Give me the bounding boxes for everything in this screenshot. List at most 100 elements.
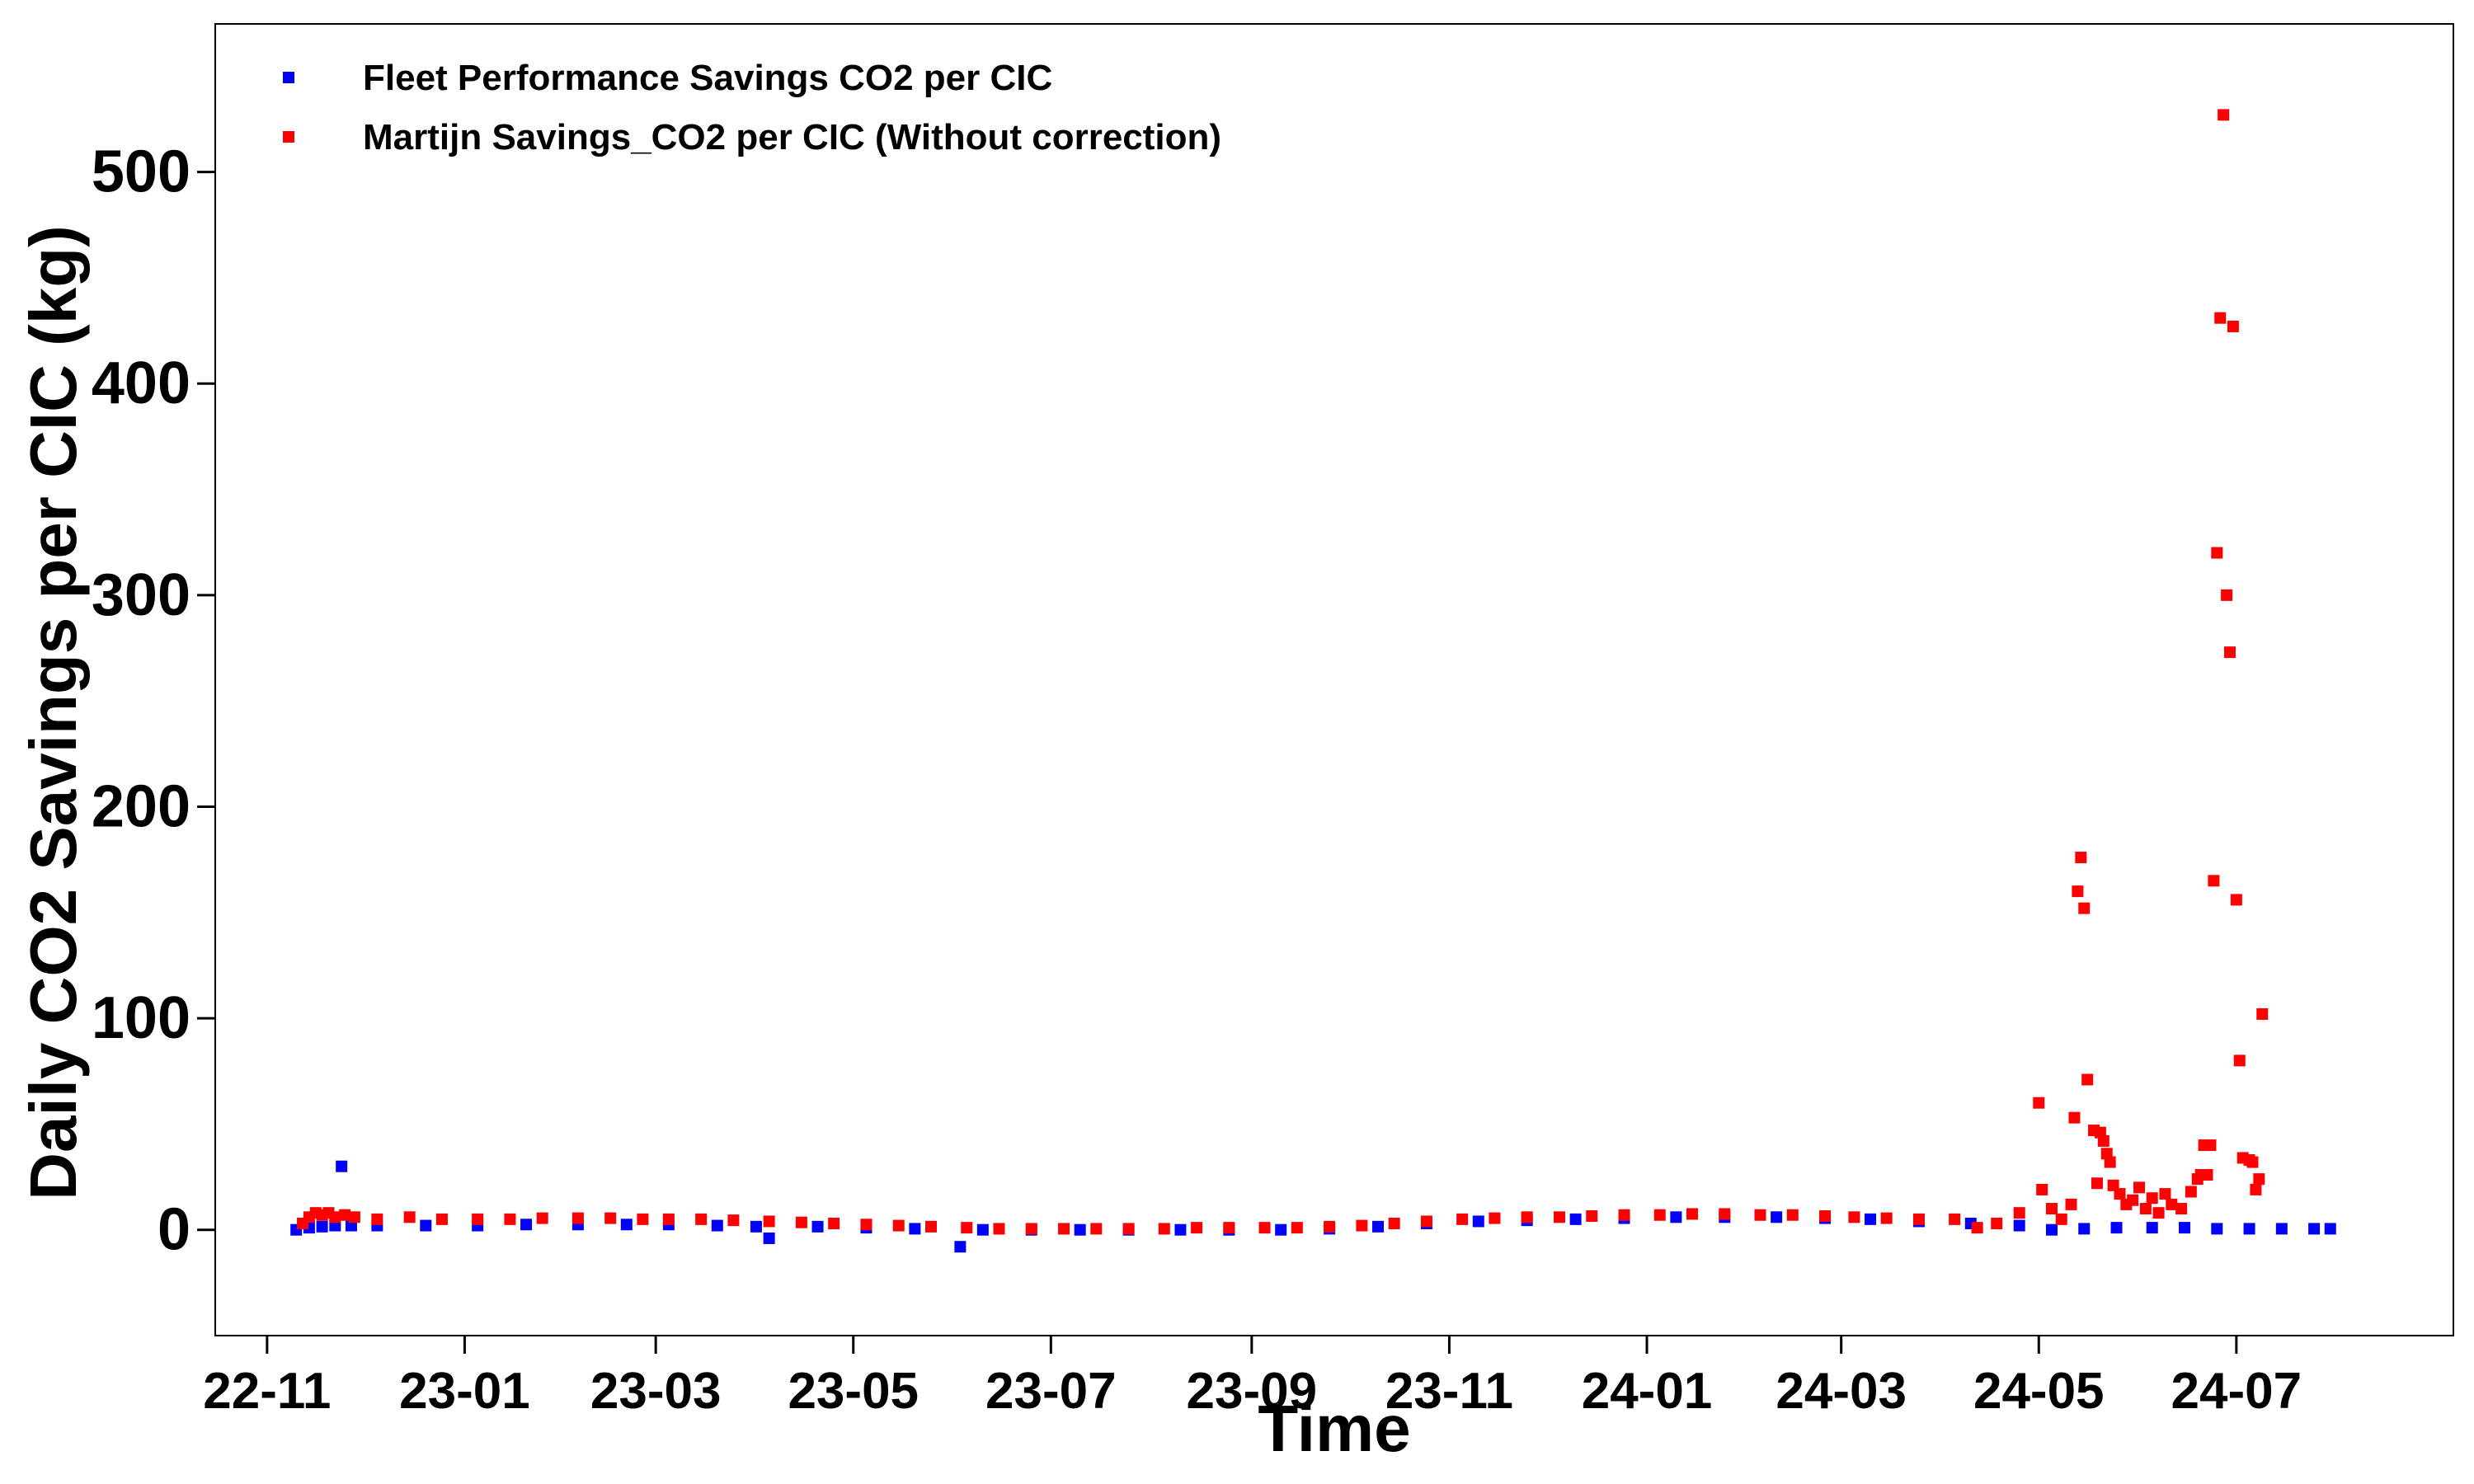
fleet-point xyxy=(620,1219,633,1231)
martijn-point xyxy=(2159,1188,2171,1200)
legend: Fleet Performance Savings CO2 per CIC Ma… xyxy=(283,58,1221,157)
fleet-point xyxy=(1174,1223,1187,1236)
fleet-point xyxy=(1372,1220,1385,1233)
martijn-point xyxy=(472,1213,484,1225)
martijn-point xyxy=(1122,1223,1135,1235)
martijn-point xyxy=(2127,1194,2139,1206)
y-tick-label: 100 xyxy=(92,985,190,1051)
martijn-point xyxy=(403,1211,416,1223)
martijn-point xyxy=(2068,1111,2081,1124)
martijn-point xyxy=(2013,1207,2025,1219)
x-tick-label: 22-11 xyxy=(203,1363,331,1420)
y-axis-title: Daily CO2 Savings per CIC (kg) xyxy=(16,225,90,1200)
legend-label-martijn: Martijn Savings_CO2 per CIC (Without cor… xyxy=(363,117,1221,157)
fleet-point xyxy=(1472,1215,1484,1228)
fleet-point xyxy=(976,1223,989,1236)
legend-swatch-fleet xyxy=(283,72,294,83)
data-points xyxy=(290,109,2336,1253)
martijn-point xyxy=(1880,1212,1893,1224)
martijn-point xyxy=(2045,1203,2058,1215)
y-tick-label: 200 xyxy=(92,773,190,839)
martijn-point xyxy=(2081,1073,2094,1086)
martijn-point xyxy=(1819,1210,1832,1223)
martijn-point xyxy=(2221,589,2233,601)
fleet-point xyxy=(2243,1223,2255,1235)
martijn-point xyxy=(2036,1183,2048,1195)
fleet-point xyxy=(1275,1223,1287,1236)
martijn-point xyxy=(1653,1209,1666,1221)
x-tick-label: 23-09 xyxy=(1187,1363,1318,1420)
martijn-point xyxy=(795,1216,807,1228)
fleet-point xyxy=(2146,1222,2158,1234)
x-axis-title: Time xyxy=(1258,1392,1410,1465)
martijn-point xyxy=(2065,1198,2077,1210)
martijn-point xyxy=(1258,1222,1271,1234)
martijn-point xyxy=(1223,1222,1235,1234)
martijn-point xyxy=(2256,1007,2269,1020)
martijn-point xyxy=(860,1219,872,1231)
martijn-point xyxy=(604,1212,617,1224)
martijn-point xyxy=(329,1211,341,1223)
martijn-point xyxy=(2152,1207,2165,1219)
martijn-point xyxy=(1848,1211,1860,1223)
martijn-point xyxy=(2211,547,2223,559)
fleet-point xyxy=(909,1223,921,1235)
martijn-point xyxy=(2114,1188,2126,1200)
martijn-point xyxy=(2055,1213,2067,1225)
martijn-point xyxy=(1949,1213,1961,1225)
martijn-point xyxy=(371,1213,383,1225)
martijn-point xyxy=(1025,1223,1037,1235)
x-tick-label: 23-05 xyxy=(788,1363,919,1420)
fleet-point xyxy=(2078,1223,2091,1235)
fleet-point xyxy=(2275,1223,2288,1235)
fleet-point xyxy=(2179,1222,2191,1234)
y-tick-label: 400 xyxy=(92,350,190,416)
martijn-point xyxy=(993,1223,1005,1235)
martijn-point xyxy=(763,1215,775,1228)
martijn-point xyxy=(1719,1208,1731,1220)
plot-area xyxy=(214,23,2454,1336)
martijn-point xyxy=(2133,1181,2146,1194)
martijn-point xyxy=(1553,1211,1565,1223)
martijn-point xyxy=(961,1222,973,1234)
martijn-point xyxy=(2104,1156,2116,1168)
fleet-point xyxy=(2324,1223,2336,1235)
fleet-point xyxy=(811,1220,824,1233)
martijn-point xyxy=(662,1213,675,1225)
martijn-point xyxy=(1912,1213,1925,1225)
fleet-point xyxy=(2013,1219,2025,1232)
martijn-point xyxy=(1388,1217,1400,1229)
fleet-point xyxy=(316,1220,328,1233)
fleet-point xyxy=(711,1219,723,1232)
martijn-point xyxy=(2078,902,2091,914)
martijn-point xyxy=(1191,1222,1203,1234)
x-tick-label: 24-03 xyxy=(1776,1363,1907,1420)
x-tick-label: 23-11 xyxy=(1385,1363,1513,1420)
martijn-point xyxy=(2146,1192,2158,1205)
fleet-point xyxy=(1865,1213,1877,1225)
martijn-point xyxy=(1058,1223,1070,1235)
martijn-point xyxy=(2218,109,2230,121)
martijn-point xyxy=(2033,1097,2045,1109)
fleet-point xyxy=(750,1220,762,1233)
fleet-point xyxy=(1771,1211,1783,1223)
martijn-point xyxy=(1586,1210,1598,1223)
martijn-point xyxy=(435,1213,448,1225)
martijn-point xyxy=(504,1213,516,1225)
martijn-point xyxy=(2208,875,2220,887)
x-axis: 22-11 23-01 23-03 23-05 23-07 23-09 23-11 24-01… xyxy=(203,1336,2302,1420)
martijn-point xyxy=(2253,1173,2265,1186)
fleet-point xyxy=(336,1160,348,1172)
martijn-point xyxy=(2246,1156,2259,1168)
martijn-point xyxy=(1324,1220,1336,1233)
y-tick-label: 500 xyxy=(92,139,190,205)
y-tick-label: 0 xyxy=(158,1197,190,1263)
x-tick-label: 23-07 xyxy=(985,1363,1117,1420)
martijn-point xyxy=(2075,852,2087,864)
martijn-point xyxy=(1489,1212,1501,1224)
legend-swatch-martijn xyxy=(283,131,294,143)
y-tick-label: 300 xyxy=(92,562,190,628)
fleet-point xyxy=(1074,1223,1086,1236)
